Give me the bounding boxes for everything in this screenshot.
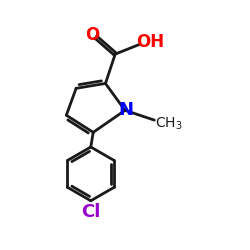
Text: N: N [119,101,134,119]
Text: CH$_3$: CH$_3$ [155,116,183,132]
Text: O: O [85,26,99,44]
Text: OH: OH [136,34,165,52]
Text: Cl: Cl [81,203,100,221]
